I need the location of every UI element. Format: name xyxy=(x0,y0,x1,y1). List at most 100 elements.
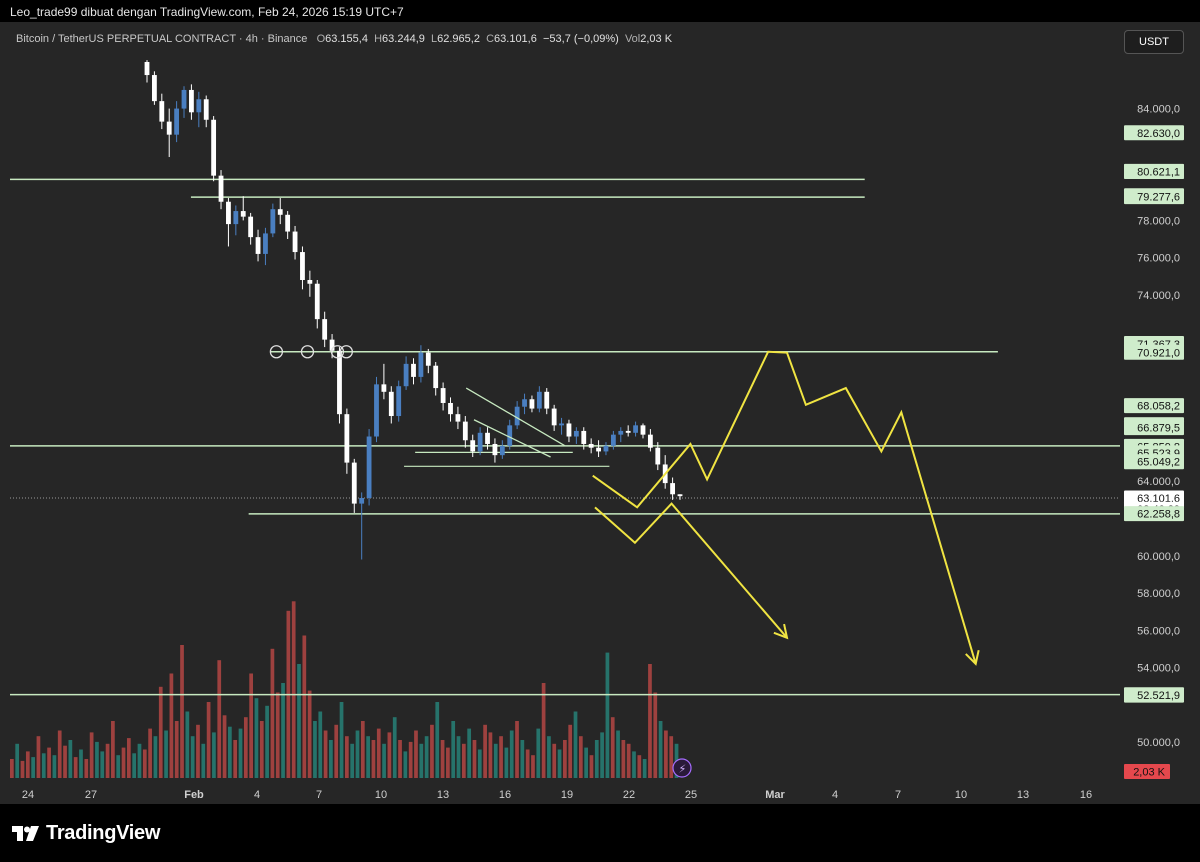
volume-value: 2,03 K xyxy=(640,33,673,45)
descending-channel-line[interactable] xyxy=(473,419,551,458)
candle-body[interactable] xyxy=(359,498,365,504)
candle-body[interactable] xyxy=(499,445,505,456)
candle-body[interactable] xyxy=(314,283,320,320)
volume-bar xyxy=(499,736,503,778)
candle-body[interactable] xyxy=(559,423,564,426)
candle-body[interactable] xyxy=(618,430,624,435)
candle-body[interactable] xyxy=(655,447,661,465)
candle-body[interactable] xyxy=(470,440,476,452)
candle-body[interactable] xyxy=(240,211,246,217)
candle-body[interactable] xyxy=(329,339,335,351)
candle-body[interactable] xyxy=(181,89,187,109)
candle-body[interactable] xyxy=(448,402,453,415)
candle-body[interactable] xyxy=(233,211,239,225)
volume-bar xyxy=(552,743,557,778)
candle-body[interactable] xyxy=(492,443,498,456)
candle-body[interactable] xyxy=(292,231,298,253)
volume-bar xyxy=(323,730,328,778)
candle-body[interactable] xyxy=(196,99,202,113)
candle-body[interactable] xyxy=(300,252,305,281)
candle-body[interactable] xyxy=(307,280,313,284)
flash-icon[interactable] xyxy=(672,758,692,778)
candle-body[interactable] xyxy=(462,421,468,441)
candle-body[interactable] xyxy=(507,425,513,446)
candle-body[interactable] xyxy=(174,108,180,135)
price-tag-text: 70.921,0 xyxy=(1137,347,1180,359)
candle-body[interactable] xyxy=(640,425,646,435)
candle-body[interactable] xyxy=(573,430,579,437)
candle-body[interactable] xyxy=(529,399,535,409)
price-chart[interactable]: ⚡ 84.000,0 78.000,0 76.000,0 74.000,0 64.000… xyxy=(0,22,1200,804)
candle-body[interactable] xyxy=(514,406,520,426)
candle-body[interactable] xyxy=(166,121,172,135)
volume-bar xyxy=(73,757,78,778)
candle-body[interactable] xyxy=(189,89,194,113)
candle-body[interactable] xyxy=(144,62,150,76)
candle-body[interactable] xyxy=(337,350,342,415)
candle-body[interactable] xyxy=(388,391,394,417)
change-value: −53,7 (−0,09%) xyxy=(542,33,619,45)
candle-body[interactable] xyxy=(551,408,557,426)
projection-arrow-path[interactable] xyxy=(594,502,788,639)
candle-body[interactable] xyxy=(633,425,638,433)
descending-channel-line[interactable] xyxy=(465,387,566,447)
candle-body[interactable] xyxy=(159,101,165,122)
candle-body[interactable] xyxy=(522,399,527,407)
symbol-label[interactable]: Bitcoin / TetherUS PERPETUAL CONTRACT · … xyxy=(16,33,308,45)
volume-bar xyxy=(158,686,163,778)
price-tag-text: 80.621,1 xyxy=(1137,167,1180,179)
candle-body[interactable] xyxy=(248,216,254,238)
candle-body[interactable] xyxy=(151,75,157,102)
candle-body[interactable] xyxy=(610,434,616,446)
candle-body[interactable] xyxy=(455,414,461,422)
candle-body[interactable] xyxy=(351,462,357,504)
candle-body[interactable] xyxy=(366,436,372,499)
candle-body[interactable] xyxy=(647,434,653,448)
candle-body[interactable] xyxy=(411,363,416,377)
candle-body[interactable] xyxy=(425,352,431,366)
candle-body[interactable] xyxy=(625,430,631,433)
candle-body[interactable] xyxy=(211,119,217,176)
time-tick-label: 7 xyxy=(895,789,901,801)
tradingview-brand: TradingView xyxy=(46,822,161,844)
currency-button[interactable]: USDT xyxy=(1124,30,1184,54)
candle-body[interactable] xyxy=(403,363,409,387)
candle-body[interactable] xyxy=(381,384,387,392)
candle-body[interactable] xyxy=(677,494,683,497)
candle-body[interactable] xyxy=(255,237,261,254)
candle-body[interactable] xyxy=(440,388,446,403)
candle-body[interactable] xyxy=(277,209,283,215)
candle-body[interactable] xyxy=(218,175,224,202)
candle-body[interactable] xyxy=(603,445,609,452)
volume-bar xyxy=(36,736,41,778)
candle-body[interactable] xyxy=(322,319,328,340)
candle-body[interactable] xyxy=(203,99,209,120)
candle-body[interactable] xyxy=(670,483,676,495)
candle-body[interactable] xyxy=(396,386,402,417)
candle-body[interactable] xyxy=(596,447,601,452)
candle-body[interactable] xyxy=(263,233,268,254)
tradingview-logo[interactable]: TradingView xyxy=(12,822,160,845)
time-tick-label: Mar xyxy=(765,789,785,801)
projection-arrow-path[interactable] xyxy=(592,350,977,665)
volume-bar xyxy=(600,732,604,778)
candle-body[interactable] xyxy=(566,423,572,437)
volume-tag-text: 2,03 K xyxy=(1133,767,1165,779)
candle-body[interactable] xyxy=(270,209,276,234)
swing-high-marker xyxy=(269,345,284,359)
candle-body[interactable] xyxy=(344,414,350,463)
candle-body[interactable] xyxy=(226,201,231,225)
candle-body[interactable] xyxy=(581,430,587,444)
candle-body[interactable] xyxy=(588,443,594,448)
price-axis: 84.000,0 78.000,0 76.000,0 74.000,0 64.000,0… xyxy=(1124,104,1184,779)
candle-body[interactable] xyxy=(418,352,424,377)
candle-body[interactable] xyxy=(536,391,542,409)
candle-body[interactable] xyxy=(477,432,483,452)
volume-bar xyxy=(180,645,184,778)
candle-body[interactable] xyxy=(374,384,379,437)
volume-bar xyxy=(632,751,636,778)
candle-body[interactable] xyxy=(485,432,490,444)
candle-body[interactable] xyxy=(544,391,550,409)
candle-body[interactable] xyxy=(285,214,291,232)
candle-body[interactable] xyxy=(433,365,439,389)
